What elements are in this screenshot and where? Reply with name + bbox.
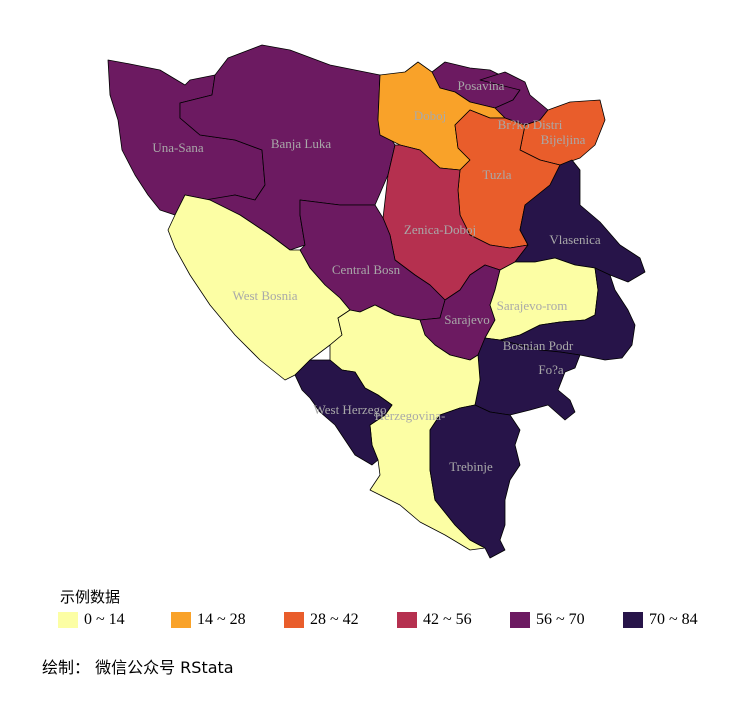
region-label-tuzla: Tuzla: [482, 167, 511, 182]
legend-item: 70 ~ 84: [623, 611, 736, 629]
region-label-posavina: Posavina: [458, 78, 505, 93]
legend-item: 28 ~ 42: [284, 611, 397, 629]
legend: 0 ~ 14 14 ~ 28 28 ~ 42 42 ~ 56 56 ~ 70 7…: [58, 611, 736, 629]
legend-swatch: [171, 612, 191, 628]
region-label-zenica-doboj: Zenica-Doboj: [404, 222, 476, 237]
legend-item: 14 ~ 28: [171, 611, 284, 629]
legend-swatch: [58, 612, 78, 628]
region-west-herzegovina[interactable]: [294, 359, 393, 466]
region-label-trebinje: Trebinje: [449, 459, 493, 474]
legend-label: 28 ~ 42: [310, 611, 359, 628]
legend-title: 示例数据: [60, 588, 121, 606]
region-label-vlasenica: Vlasenica: [549, 232, 600, 247]
region-label-bijeljina: Bijeljina: [541, 132, 586, 147]
legend-label: 42 ~ 56: [423, 611, 472, 628]
legend-label: 70 ~ 84: [649, 611, 698, 628]
region-trebinje[interactable]: [429, 404, 521, 559]
region-label-west-herzegovina: West Herzego: [314, 402, 387, 417]
legend-label: 56 ~ 70: [536, 611, 585, 628]
region-label-central-bosnia: Central Bosn: [332, 262, 401, 277]
region-label-una-sana: Una-Sana: [152, 140, 203, 155]
region-label-foca: Fo?a: [538, 362, 564, 377]
region-label-sarajevo-rom: Sarajevo-rom: [497, 298, 568, 313]
region-label-west-bosnia: West Bosnia: [232, 288, 297, 303]
legend-swatch: [284, 612, 304, 628]
region-label-bosnian-podrinje: Bosnian Podr: [503, 338, 574, 353]
region-label-herzegovina-neretva: Herzegovina-: [375, 408, 446, 423]
legend-swatch: [397, 612, 417, 628]
legend-label: 14 ~ 28: [197, 611, 246, 628]
region-label-sarajevo: Sarajevo: [444, 312, 489, 327]
region-labels: Una-Sana Banja Luka Doboj Posavina Br?ko Dis…: [152, 78, 600, 474]
caption: 绘制： 微信公众号 RStata: [42, 658, 234, 677]
region-label-doboj: Doboj: [414, 108, 447, 123]
region-label-brcko: Br?ko Distri: [498, 117, 563, 132]
region-label-banja-luka: Banja Luka: [271, 136, 332, 151]
legend-item: 0 ~ 14: [58, 611, 171, 629]
legend-item: 56 ~ 70: [510, 611, 623, 629]
legend-label: 0 ~ 14: [84, 611, 125, 628]
legend-swatch: [623, 612, 643, 628]
legend-swatch: [510, 612, 530, 628]
legend-item: 42 ~ 56: [397, 611, 510, 629]
